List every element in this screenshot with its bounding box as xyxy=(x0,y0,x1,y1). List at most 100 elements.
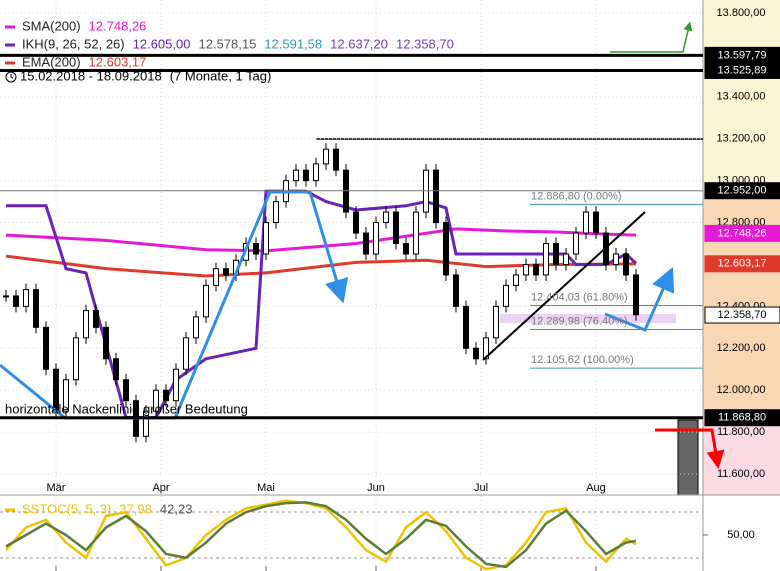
axis-band xyxy=(703,0,780,190)
stoch-tick-label: 50,00 xyxy=(727,529,755,541)
candle xyxy=(123,379,129,402)
y-tick-label: 11.600,00 xyxy=(717,468,765,480)
indicator-line xyxy=(5,254,637,278)
candle xyxy=(113,358,119,381)
candle xyxy=(473,347,479,360)
fib-label: 12.886,80 (0.00%) xyxy=(531,190,622,202)
y-tick-label: 13.800,00 xyxy=(717,7,766,19)
legend-value: 12.358,70 xyxy=(396,36,454,51)
stoch-line xyxy=(5,501,637,569)
candle xyxy=(513,274,519,286)
x-tick-label: Jul xyxy=(474,482,488,494)
candle xyxy=(553,243,559,265)
candle xyxy=(23,289,29,307)
y-tick-label: 12.000,00 xyxy=(717,384,766,396)
candle xyxy=(193,316,199,339)
up-arrow xyxy=(610,21,693,53)
x-tick-label: Jun xyxy=(367,482,385,494)
candle xyxy=(613,253,619,265)
legend-name: EMA(200) xyxy=(22,54,81,69)
period: (7 Monate, 1 Tag) xyxy=(170,68,272,83)
candle xyxy=(563,253,569,265)
candle xyxy=(63,379,69,412)
y-tick-label: 12.200,00 xyxy=(717,342,766,354)
legend-name: SMA(200) xyxy=(22,18,81,33)
candle xyxy=(203,284,209,318)
candle xyxy=(533,263,539,276)
candle xyxy=(483,337,489,360)
candle xyxy=(463,305,469,349)
candle xyxy=(313,163,319,182)
plot xyxy=(0,0,703,571)
clock-icon xyxy=(10,74,14,79)
candle xyxy=(623,253,629,276)
legend-value: 12.578,15 xyxy=(198,36,256,51)
fib-label: 12.289,98 (76.40%) xyxy=(531,315,628,327)
candle xyxy=(183,337,189,370)
price-marker xyxy=(704,255,780,273)
price-marker xyxy=(704,182,780,200)
candle xyxy=(223,268,229,276)
candle xyxy=(73,337,79,381)
candle xyxy=(303,169,309,182)
price-marker xyxy=(704,409,780,427)
candle xyxy=(13,295,19,307)
fib-label: 12.105,62 (100.00%) xyxy=(531,354,634,366)
candle xyxy=(153,389,159,412)
candle xyxy=(263,222,269,255)
candle xyxy=(33,289,39,328)
projection-arrow xyxy=(604,267,675,332)
candle xyxy=(413,211,419,255)
clock-icon xyxy=(5,71,17,83)
y-tick-label: 11.800,00 xyxy=(717,426,765,438)
fib-zone xyxy=(500,314,676,323)
candle xyxy=(333,148,339,171)
price-marker xyxy=(704,61,780,79)
candle xyxy=(273,201,279,224)
candle xyxy=(633,274,639,316)
candle xyxy=(163,389,169,402)
candle xyxy=(213,268,219,286)
legend-value: 12.603,17 xyxy=(89,54,147,69)
price-marker xyxy=(704,306,780,324)
price-marker-label: 13.597,79 xyxy=(718,49,767,61)
legend-value: 12.748,26 xyxy=(89,18,147,33)
candle xyxy=(583,211,589,234)
candle xyxy=(253,243,259,255)
candle xyxy=(543,243,549,276)
annotation: horizontale Nackenlinie großer Bedeutung xyxy=(5,401,248,416)
candle xyxy=(593,211,599,234)
candle xyxy=(503,284,509,307)
candle xyxy=(433,169,439,224)
candle xyxy=(443,222,449,276)
price-marker-label: 13.525,89 xyxy=(718,64,767,76)
candle xyxy=(93,310,99,328)
candle xyxy=(453,274,459,307)
price-marker-label: 12.358,70 xyxy=(718,309,767,321)
price-marker xyxy=(704,224,780,242)
legend-value: 12.605,00 xyxy=(133,36,191,51)
candle xyxy=(393,211,399,245)
projection-arrow xyxy=(0,190,349,420)
legend-value: 12.637,20 xyxy=(330,36,388,51)
candle xyxy=(293,169,299,182)
price-marker-label: 12.952,00 xyxy=(718,185,767,197)
candle xyxy=(83,310,89,339)
stoch-line xyxy=(5,499,637,571)
candle xyxy=(143,410,149,437)
candle xyxy=(383,211,389,224)
date-range: 15.02.2018 - 18.09.2018 xyxy=(20,68,162,83)
x-tick-label: Apr xyxy=(152,482,169,494)
candle xyxy=(323,148,329,165)
price-marker-label: 11.868,80 xyxy=(718,412,766,424)
x-tick-label: Mär xyxy=(47,482,66,494)
x-tick-label: Aug xyxy=(586,482,606,494)
price-marker-label: 12.748,26 xyxy=(718,227,767,239)
candle xyxy=(43,326,49,370)
stoch-value: 42,23 xyxy=(160,501,193,516)
stoch-value: 37,98 xyxy=(119,501,152,516)
trend-line xyxy=(482,211,646,361)
candle xyxy=(573,232,579,255)
y-tick-label: 13.200,00 xyxy=(717,133,766,145)
